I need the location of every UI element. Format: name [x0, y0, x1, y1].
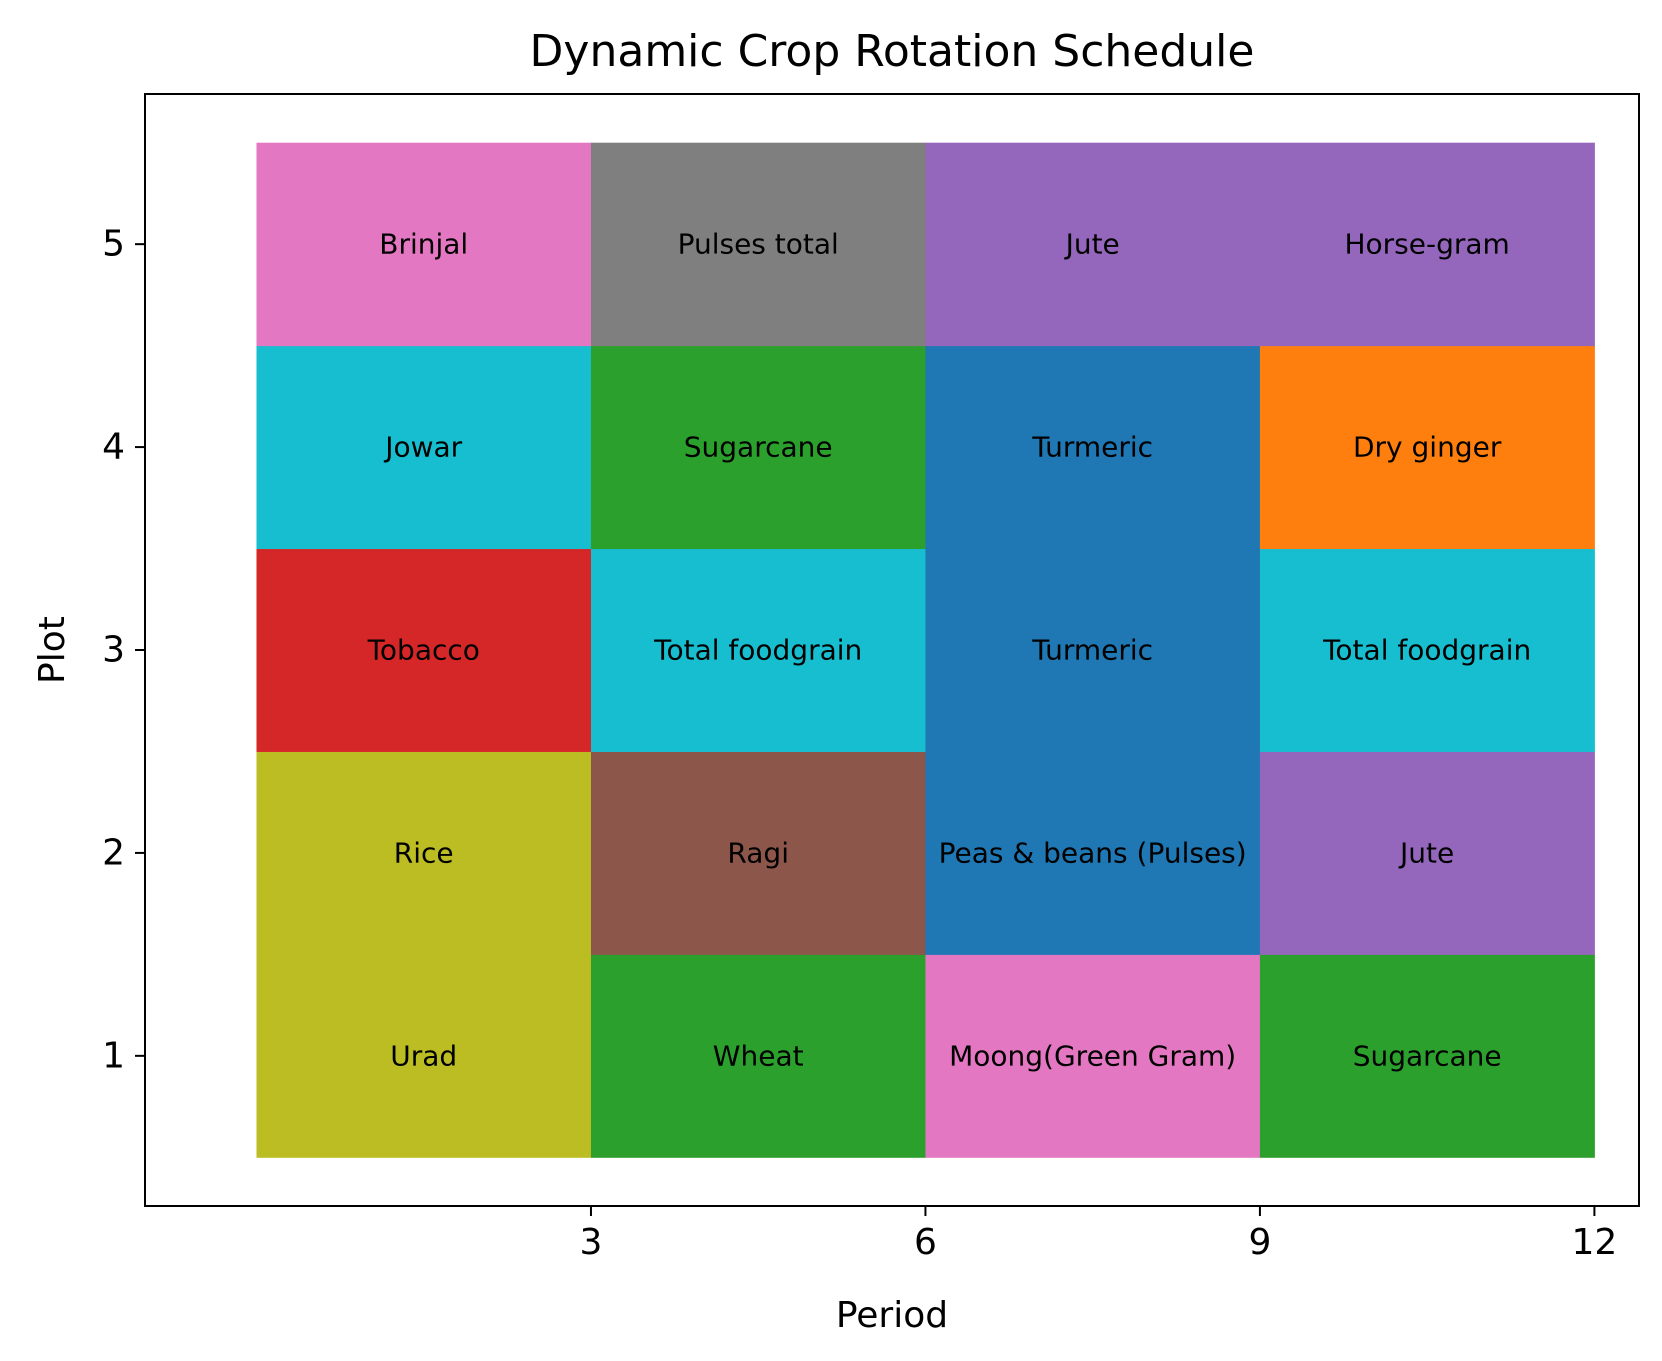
cell-label: Total foodgrain: [653, 634, 862, 667]
cell-label: Rice: [394, 836, 454, 869]
cell-label: Sugarcane: [1353, 1039, 1502, 1072]
x-tick-label: 12: [1571, 1222, 1617, 1263]
cell-plot4-period9-12: [1259, 345, 1595, 550]
cell-label: Turmeric: [1031, 634, 1153, 667]
cell-plot1-period3-6: [590, 954, 926, 1158]
cell-label: Wheat: [713, 1039, 804, 1072]
cell-label: Tobacco: [367, 634, 480, 667]
cell-plot4-period6-9: [925, 345, 1261, 550]
cell-plot2-period9-12: [1259, 751, 1595, 955]
cell-label: Jute: [1064, 228, 1120, 261]
cell-label: Ragi: [727, 836, 789, 869]
cell-label: Horse-gram: [1344, 228, 1509, 261]
cell-plot2-period3-6: [590, 751, 926, 955]
cell-plot5-period9-12: [1259, 142, 1595, 347]
cell-label: Total foodgrain: [1322, 634, 1531, 667]
x-tick-label: 9: [1248, 1222, 1271, 1263]
cell-label: Pulses total: [678, 228, 839, 261]
cell-label: Turmeric: [1031, 431, 1153, 464]
y-tick-label: 4: [102, 427, 125, 468]
y-tick-label: 3: [102, 630, 125, 671]
cell-label: Peas & beans (Pulses): [939, 836, 1247, 869]
chart-title: Dynamic Crop Rotation Schedule: [530, 26, 1255, 77]
cell-plot2-period6-9: [925, 751, 1261, 955]
y-tick-label: 1: [102, 1035, 125, 1076]
y-tick-label: 5: [102, 224, 125, 265]
cell-plot2-period0-3: [256, 751, 592, 955]
x-tick-label: 3: [580, 1222, 603, 1263]
x-axis-ticks: 3 6 9 12: [580, 1206, 1617, 1263]
y-tick-label: 2: [102, 832, 125, 873]
cell-label: Urad: [390, 1039, 457, 1072]
cell-plot3-period9-12: [1259, 548, 1595, 752]
y-axis-ticks: 1 2 3 4 5: [102, 224, 145, 1076]
cell-plot1-period6-9: [925, 954, 1261, 1158]
x-axis-label: Period: [836, 1295, 948, 1336]
cell-plot1-period9-12: [1259, 954, 1595, 1158]
cell-plot3-period6-9: [925, 548, 1261, 752]
cell-label: Brinjal: [379, 228, 468, 261]
cell-plot5-period3-6: [590, 142, 926, 347]
y-axis-label: Plot: [32, 616, 73, 684]
cell-plot3-period0-3: [256, 548, 592, 752]
cell-plot3-period3-6: [590, 548, 926, 752]
cell-label: Sugarcane: [684, 431, 833, 464]
cell-plot5-period6-9: [925, 142, 1261, 347]
cell-label: Jute: [1398, 836, 1454, 869]
cell-label: Dry ginger: [1353, 431, 1502, 464]
x-tick-label: 6: [914, 1222, 937, 1263]
cell-plot1-period0-3: [256, 954, 592, 1158]
cell-plot5-period0-3: [256, 142, 592, 347]
cell-plot4-period3-6: [590, 345, 926, 550]
cell-label: Jowar: [383, 431, 462, 464]
cells-layer: [256, 142, 1595, 1158]
cell-labels-layer: Urad Wheat Moong(Green Gram) Sugarcane Rice R…: [367, 228, 1532, 1073]
cell-plot4-period0-3: [256, 345, 592, 550]
cell-label: Moong(Green Gram): [949, 1039, 1236, 1072]
